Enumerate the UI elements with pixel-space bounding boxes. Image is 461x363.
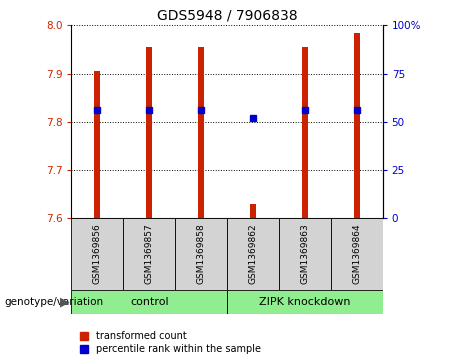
Text: ZIPK knockdown: ZIPK knockdown <box>259 297 350 307</box>
Text: control: control <box>130 297 169 307</box>
Bar <box>227 290 383 314</box>
Bar <box>301 47 308 218</box>
Bar <box>71 218 124 290</box>
Text: GSM1369864: GSM1369864 <box>352 224 361 285</box>
Bar <box>198 47 204 218</box>
Bar <box>71 290 227 314</box>
Text: genotype/variation: genotype/variation <box>5 297 104 307</box>
Bar <box>250 204 256 218</box>
Legend: transformed count, percentile rank within the sample: transformed count, percentile rank withi… <box>77 327 265 358</box>
Bar <box>175 218 227 290</box>
Text: GSM1369858: GSM1369858 <box>196 224 206 285</box>
Bar <box>124 218 175 290</box>
Text: GSM1369863: GSM1369863 <box>300 224 309 285</box>
Bar <box>331 218 383 290</box>
Bar <box>227 218 279 290</box>
Text: GSM1369862: GSM1369862 <box>248 224 258 285</box>
Text: GSM1369856: GSM1369856 <box>93 224 102 285</box>
Text: GSM1369857: GSM1369857 <box>145 224 154 285</box>
Title: GDS5948 / 7906838: GDS5948 / 7906838 <box>157 9 297 23</box>
Bar <box>279 218 331 290</box>
Bar <box>95 71 100 218</box>
Bar <box>354 33 360 218</box>
Text: ▶: ▶ <box>59 296 69 309</box>
Bar <box>146 47 152 218</box>
